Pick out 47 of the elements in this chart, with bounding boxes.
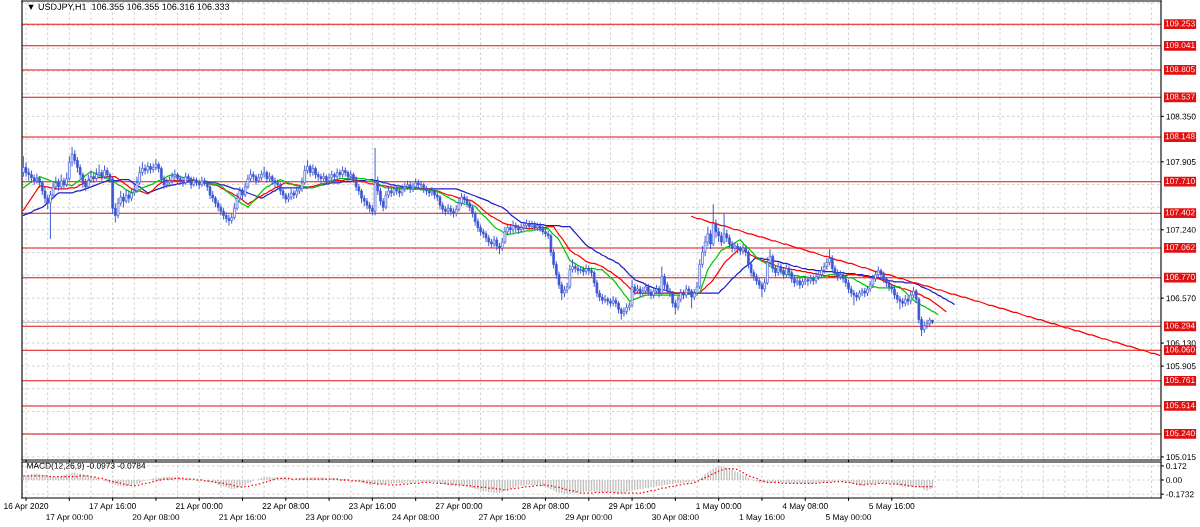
ref-line-label: 109.041 <box>1165 42 1195 49</box>
ref-line-label: 107.710 <box>1165 178 1195 184</box>
y-tick-label: 107.240 <box>1166 226 1196 233</box>
x-tick-label: 24 Apr 08:00 <box>392 514 439 522</box>
x-tick-label: 29 Apr 00:00 <box>565 514 613 522</box>
x-tick-label: 20 Apr 08:00 <box>132 514 180 522</box>
x-tick-label: 21 Apr 16:00 <box>219 514 266 522</box>
y-tick-label: 106.130 <box>1166 340 1196 347</box>
ref-line-label: 107.062 <box>1165 244 1195 251</box>
ref-line-label: 108.805 <box>1165 66 1195 73</box>
x-tick-label: 5 May 00:00 <box>825 514 872 522</box>
y-tick-label: 107.905 <box>1166 159 1196 165</box>
ref-line-label: 108.537 <box>1165 93 1195 100</box>
ref-line-label: 108.148 <box>1165 133 1195 140</box>
x-tick-label: 17 Apr 16:00 <box>89 503 136 511</box>
x-tick-label: 22 Apr 08:00 <box>262 503 310 511</box>
ref-line-label: 105.514 <box>1165 402 1195 409</box>
ref-line-label: 106.060 <box>1165 346 1195 353</box>
y-tick-label: 106.570 <box>1166 295 1196 302</box>
chart-title: ▼ USDJPY,H1 106.355 106.355 106.316 106.333 <box>28 3 230 11</box>
x-tick-label: 21 Apr 00:00 <box>176 503 223 511</box>
chart-title: MACD(12,26,9) -0.0973 -0.0784 <box>27 462 146 471</box>
x-tick-label: 4 May 08:00 <box>782 503 828 511</box>
x-tick-label: 17 Apr 00:00 <box>46 514 93 522</box>
ref-line-label: 109.253 <box>1165 20 1195 27</box>
y-tick-label: -0.1732 <box>1166 491 1194 498</box>
x-tick-label: 30 Apr 08:00 <box>652 514 699 522</box>
ref-line-label: 107.402 <box>1165 209 1195 216</box>
ref-line-label: 105.761 <box>1165 377 1195 383</box>
y-tick-label: 108.350 <box>1166 113 1196 120</box>
x-tick-label: 16 Apr 2020 <box>4 503 49 511</box>
y-tick-label: 0.00 <box>1166 477 1182 484</box>
x-tick-label: 1 May 00:00 <box>696 503 742 511</box>
ref-line-label: 106.770 <box>1165 274 1195 280</box>
ref-line-label: 106.294 <box>1165 322 1195 329</box>
y-tick-label: 105.015 <box>1166 454 1196 461</box>
ref-line-label: 105.240 <box>1165 430 1195 437</box>
x-tick-label: 27 Apr 00:00 <box>435 503 483 511</box>
x-tick-label: 28 Apr 08:00 <box>522 503 569 511</box>
x-tick-label: 29 Apr 16:00 <box>608 503 656 511</box>
y-tick-label: 0.172 <box>1166 463 1187 470</box>
x-tick-label: 23 Apr 00:00 <box>305 514 353 522</box>
x-tick-label: 1 May 16:00 <box>739 514 785 522</box>
x-tick-label: 27 Apr 16:00 <box>479 514 526 522</box>
x-tick-label: 23 Apr 16:00 <box>349 503 396 511</box>
y-tick-label: 105.905 <box>1166 363 1196 370</box>
x-tick-label: 5 May 16:00 <box>869 503 915 511</box>
